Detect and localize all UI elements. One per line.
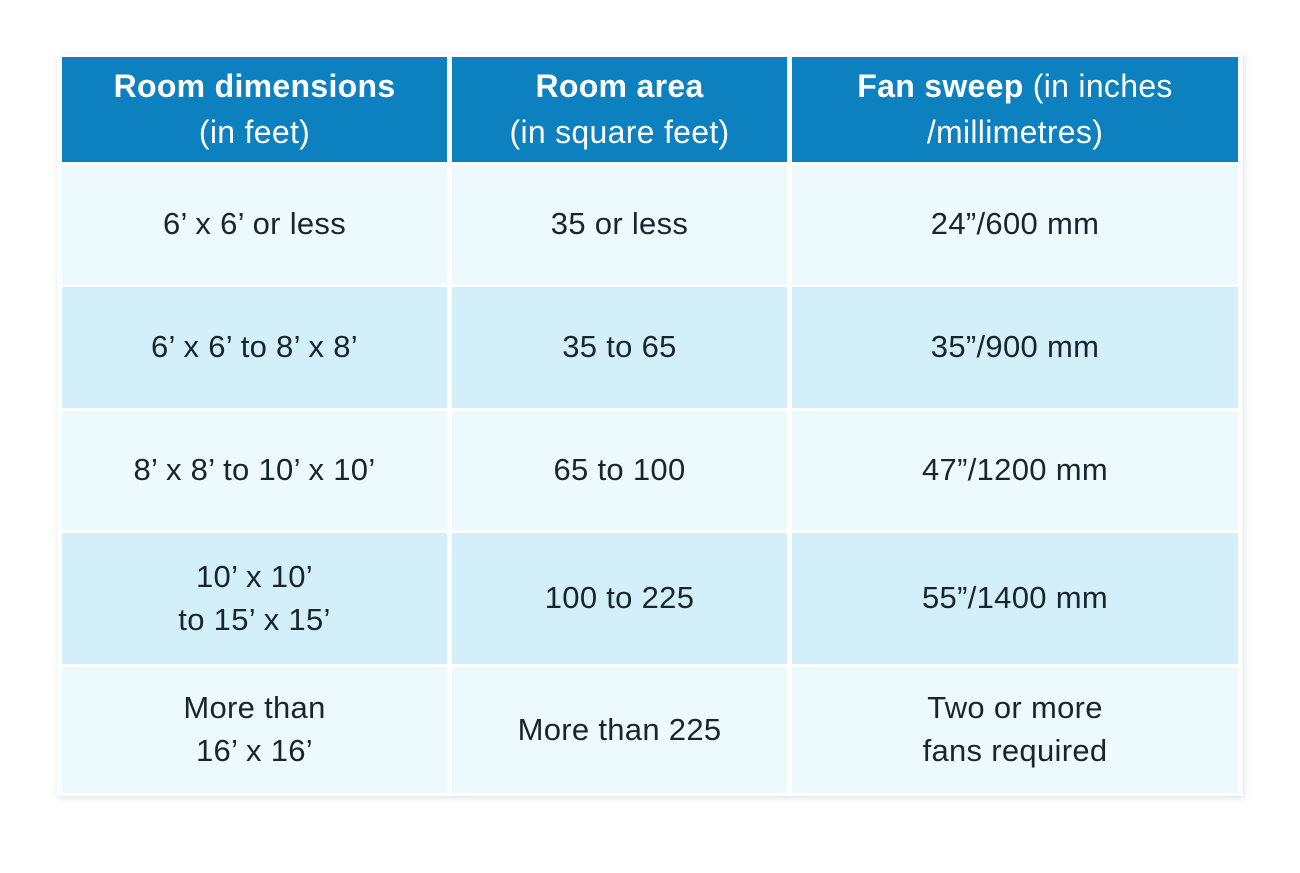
table-row: More than 16’ x 16’ More than 225 Two or… (62, 667, 1238, 793)
table-row: 6’ x 6’ to 8’ x 8’ 35 to 65 35”/900 mm (62, 287, 1238, 408)
header-bold-text: Fan sweep (857, 68, 1024, 105)
table-cell-fan-sweep: Two or more fans required (792, 667, 1238, 793)
table-row: 8’ x 8’ to 10’ x 10’ 65 to 100 47”/1200 … (62, 411, 1238, 530)
table-cell-room-dimensions: 10’ x 10’ to 15’ x 15’ (62, 533, 447, 664)
table-cell-room-area: 35 to 65 (452, 287, 787, 408)
column-header-fan-sweep: Fan sweep (in inches /millimetres) (792, 57, 1238, 162)
table-cell-room-area: 35 or less (452, 165, 787, 284)
table-cell-fan-sweep: 24”/600 mm (792, 165, 1238, 284)
header-row: Room dimensions (in feet) Room area (in … (62, 57, 1238, 162)
page: Room dimensions (in feet) Room area (in … (0, 54, 1300, 873)
header-sub-text: (in inches /millimetres) (926, 68, 1173, 150)
table-row: 10’ x 10’ to 15’ x 15’ 100 to 225 55”/14… (62, 533, 1238, 664)
table-cell-room-area: 100 to 225 (452, 533, 787, 664)
table-cell-room-dimensions: More than 16’ x 16’ (62, 667, 447, 793)
table-cell-fan-sweep: 47”/1200 mm (792, 411, 1238, 530)
header-bold-text: Room dimensions (113, 68, 396, 105)
header-bold-text: Room area (535, 68, 704, 105)
column-header-room-area: Room area (in square feet) (452, 57, 787, 162)
table-cell-room-dimensions: 6’ x 6’ to 8’ x 8’ (62, 287, 447, 408)
header-sub-text: (in feet) (198, 113, 311, 150)
table-cell-room-dimensions: 6’ x 6’ or less (62, 165, 447, 284)
table-cell-fan-sweep: 35”/900 mm (792, 287, 1238, 408)
table-cell-fan-sweep: 55”/1400 mm (792, 533, 1238, 664)
header-sub-text: (in square feet) (509, 113, 730, 150)
table-row: 6’ x 6’ or less 35 or less 24”/600 mm (62, 165, 1238, 284)
table-cell-room-area: 65 to 100 (452, 411, 787, 530)
column-header-room-dimensions: Room dimensions (in feet) (62, 57, 447, 162)
table-cell-room-area: More than 225 (452, 667, 787, 793)
table-cell-room-dimensions: 8’ x 8’ to 10’ x 10’ (62, 411, 447, 530)
fan-sweep-table: Room dimensions (in feet) Room area (in … (57, 54, 1243, 796)
